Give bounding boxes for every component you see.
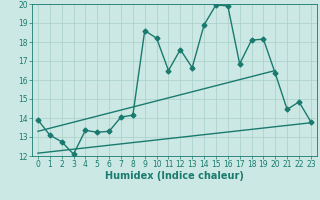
X-axis label: Humidex (Indice chaleur): Humidex (Indice chaleur) — [105, 171, 244, 181]
